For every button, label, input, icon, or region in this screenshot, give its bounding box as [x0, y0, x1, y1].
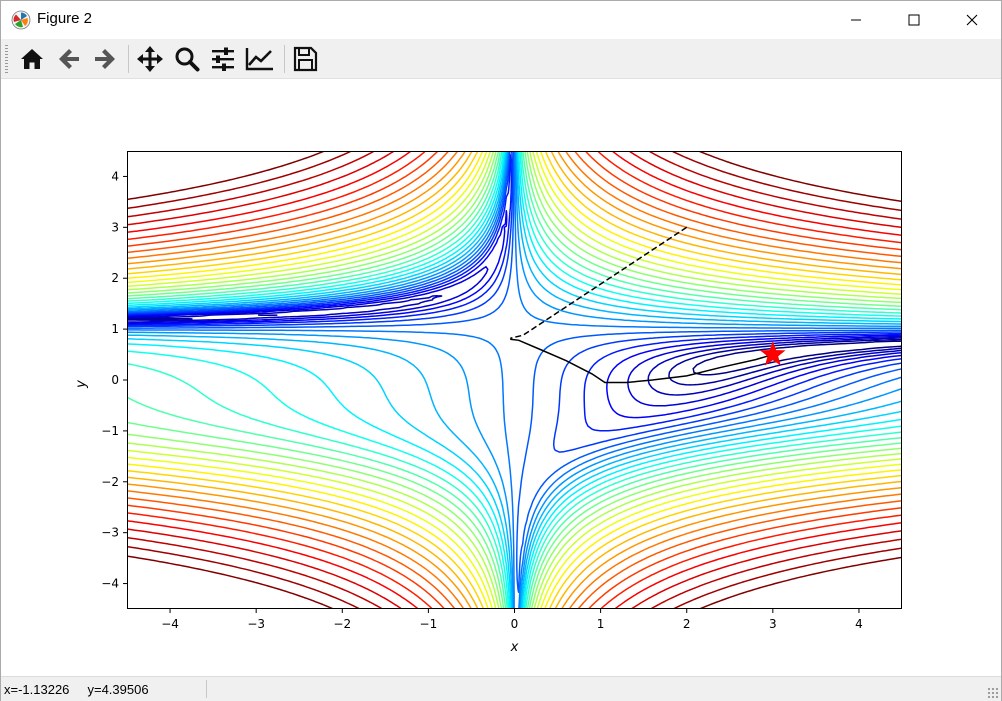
maximize-icon [908, 14, 920, 26]
toolbar-grip[interactable] [5, 45, 8, 73]
resize-grip[interactable] [987, 687, 999, 699]
x-tick-label: −3 [247, 617, 265, 631]
sliders-icon [212, 47, 234, 71]
axes-frame [127, 151, 902, 609]
contour-level [127, 151, 902, 609]
contour-level [127, 151, 902, 609]
contour-level [127, 210, 902, 419]
contour-level [127, 151, 902, 609]
contour-lines [127, 151, 902, 609]
maximize-button[interactable] [885, 1, 943, 39]
x-tick-label: 4 [855, 617, 863, 631]
contour-level [127, 151, 902, 609]
x-tick-label: −1 [420, 617, 438, 631]
star-marker [760, 341, 786, 366]
contour-level [127, 151, 902, 609]
close-button[interactable] [943, 1, 1001, 39]
y-tick-label: 1 [111, 322, 119, 336]
move-icon [137, 46, 163, 72]
y-tick-label: 3 [111, 220, 119, 234]
pan-button[interactable] [135, 44, 165, 74]
optimizer-path [510, 226, 688, 340]
x-tick-label: −4 [161, 617, 179, 631]
contour-level [127, 151, 902, 593]
status-separator [206, 680, 207, 698]
x-axis-label: x [510, 640, 519, 655]
x-tick-label: 0 [511, 617, 519, 631]
minimize-button[interactable] [827, 1, 885, 39]
contour-level [127, 151, 902, 609]
contour-level [127, 151, 902, 609]
contour-level [127, 154, 902, 432]
y-tick-label: −4 [101, 577, 119, 591]
contour-level [127, 151, 902, 609]
contour-level [127, 151, 902, 453]
contour-level [127, 294, 902, 396]
optimizer-path [510, 338, 774, 384]
x-tick-label: 3 [769, 617, 777, 631]
toolbar-separator [128, 45, 129, 73]
contour-level [127, 265, 902, 407]
contour-level [127, 151, 902, 609]
navigation-toolbar [1, 39, 1001, 79]
x-tick-label: 1 [597, 617, 605, 631]
contour-level [127, 151, 902, 609]
back-button[interactable] [54, 44, 84, 74]
contour-level [127, 151, 902, 609]
x-tick-label: 2 [683, 617, 691, 631]
chart-line-icon [245, 48, 273, 71]
save-icon [293, 46, 318, 72]
contour-level [127, 151, 902, 609]
contour-level [127, 151, 902, 609]
contour-plot[interactable]: −4 −3 −2 −1 0 1 2 3 4 −4 −3 −2 −1 0 1 2 3 4 x y [1, 79, 1001, 675]
toolbar-separator [284, 45, 285, 73]
home-icon [21, 49, 43, 69]
contour-level [127, 151, 902, 609]
contour-level [127, 151, 902, 609]
contour-level [127, 151, 902, 609]
zoom-icon [175, 47, 200, 72]
contour-level [127, 151, 902, 609]
cursor-coordinates: x=-1.13226 y=4.39506 [4, 682, 149, 697]
contour-level [127, 151, 902, 609]
y-tick-label: −2 [101, 475, 119, 489]
contour-level [127, 151, 902, 609]
figure-canvas[interactable]: −4 −3 −2 −1 0 1 2 3 4 −4 −3 −2 −1 0 1 2 3 4 x y [1, 79, 1001, 675]
x-axis-ticks: −4 −3 −2 −1 0 1 2 3 4 [161, 609, 863, 631]
arrow-right-icon [95, 49, 115, 69]
x-tick-label: −2 [333, 617, 351, 631]
forward-button[interactable] [90, 44, 120, 74]
zoom-button[interactable] [172, 44, 202, 74]
edit-axis-button[interactable] [245, 44, 275, 74]
status-bar: x=-1.13226 y=4.39506 [1, 676, 1001, 701]
y-tick-label: −1 [101, 424, 119, 438]
matplotlib-logo-icon [11, 10, 31, 30]
y-tick-label: 2 [111, 271, 119, 285]
contour-level [127, 151, 902, 609]
minimize-icon [851, 19, 861, 21]
y-tick-label: −3 [101, 526, 119, 540]
save-button[interactable] [290, 44, 320, 74]
y-tick-label: 4 [111, 169, 119, 183]
contour-level [127, 151, 902, 609]
arrow-left-icon [59, 49, 79, 69]
y-axis-ticks: −4 −3 −2 −1 0 1 2 3 4 [101, 169, 127, 591]
close-icon [966, 14, 978, 26]
y-tick-label: 0 [111, 373, 119, 387]
configure-subplots-button[interactable] [208, 44, 238, 74]
home-button[interactable] [17, 44, 47, 74]
window-title: Figure 2 [37, 10, 93, 27]
contour-level [127, 151, 902, 609]
contour-level [127, 151, 902, 609]
y-axis-label: y [74, 380, 89, 389]
contour-level [127, 151, 902, 609]
title-bar[interactable]: Figure 2 [1, 1, 1001, 39]
optimum-marker [760, 341, 786, 366]
optimization-paths [510, 226, 774, 384]
contour-level [127, 151, 902, 609]
